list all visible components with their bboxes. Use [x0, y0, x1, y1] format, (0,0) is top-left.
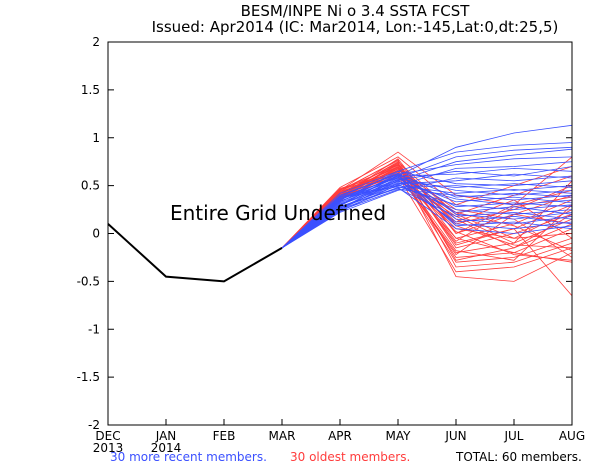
- y-tick-label: -2: [88, 418, 100, 432]
- x-tick-label: JAN: [155, 429, 177, 443]
- recent-member-line: [281, 187, 573, 249]
- plot-series: [107, 124, 573, 296]
- x-tick-label: JUL: [503, 429, 523, 443]
- axis-ticks: -2 -1.5 -1 -0.5 0 0.5 1 1.5 2: [77, 35, 573, 432]
- x-tick-label: AUG: [559, 429, 585, 443]
- recent-member-line: [281, 183, 573, 249]
- recent-member-line: [281, 177, 573, 249]
- x-tick-label: DEC: [95, 429, 120, 443]
- recent-member-line: [281, 156, 573, 249]
- oldest-member-line: [281, 165, 573, 296]
- plot-frame: [107, 41, 573, 426]
- chart-title: BESM/INPE Ni o 3.4 SSTA FCST: [241, 2, 471, 20]
- y-tick-label: 0: [92, 227, 100, 241]
- recent-member-line: [281, 186, 573, 249]
- x-tick-label: FEB: [213, 429, 236, 443]
- oldest-member-line: [281, 169, 573, 261]
- y-tick-label: -1.5: [77, 370, 100, 384]
- y-tick-label: 1.5: [81, 83, 100, 97]
- y-tick-label: 0.5: [81, 179, 100, 193]
- x-tick-label: MAY: [386, 429, 412, 443]
- oldest-member-line: [281, 173, 573, 256]
- x-tick-label: 2013: [93, 441, 124, 455]
- recent-member-line: [281, 174, 573, 249]
- recent-member-line: [281, 179, 573, 249]
- observed-line: [107, 223, 283, 283]
- y-tick-label: 1: [92, 131, 100, 145]
- x-tick-label: MAR: [269, 429, 296, 443]
- legend-total-members: TOTAL: 60 members.: [455, 450, 582, 464]
- x-tick-label: APR: [328, 429, 352, 443]
- recent-member-line: [281, 181, 573, 249]
- y-tick-label: -1: [88, 322, 100, 336]
- x-tick-label: JUN: [444, 429, 466, 443]
- legend-oldest-members: 30 oldest members.: [290, 450, 410, 464]
- recent-member-line: [281, 170, 573, 249]
- recent-member-line: [281, 178, 573, 249]
- oldest-member-line: [281, 156, 573, 249]
- x-tick-label: 2014: [151, 441, 182, 455]
- y-tick-label: 2: [92, 35, 100, 49]
- recent-member-line: [281, 189, 573, 249]
- recent-member-line: [281, 172, 573, 249]
- y-tick-label: -0.5: [77, 274, 100, 288]
- chart-subtitle: Issued: Apr2014 (IC: Mar2014, Lon:-145,L…: [152, 18, 559, 36]
- recent-member-line: [281, 175, 573, 249]
- legend-recent-members: 30 more recent members.: [110, 450, 267, 464]
- recent-member-line: [281, 185, 573, 249]
- recent-member-line: [281, 176, 573, 249]
- undefined-grid-annotation: Entire Grid Undefined: [170, 201, 386, 225]
